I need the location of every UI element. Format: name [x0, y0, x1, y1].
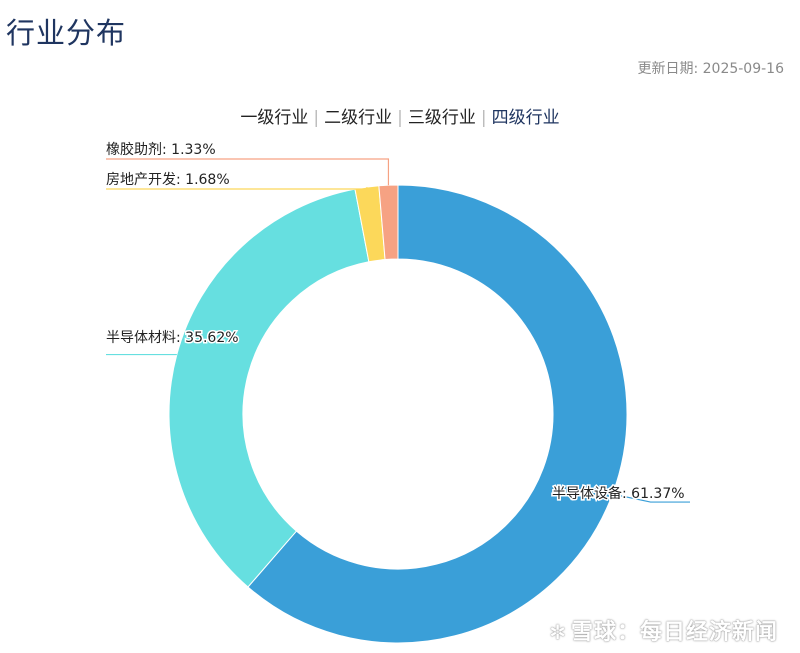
leader-line: [106, 187, 368, 190]
tab-level-3[interactable]: 三级行业: [407, 108, 476, 128]
tab-separator: |: [397, 108, 403, 128]
update-date-row: 更新日期: 2025-09-16: [637, 58, 784, 78]
leader-line: [612, 493, 690, 503]
donut-slice[interactable]: [247, 184, 628, 644]
tab-separator: |: [313, 108, 320, 128]
update-date-label: 更新日期:: [637, 61, 699, 77]
slice-label: 半导体材料: 35.62%: [106, 330, 239, 346]
tab-level-2[interactable]: 二级行业: [324, 108, 393, 128]
slice-label: 半导体设备: 61.37%: [552, 485, 685, 502]
watermark: ✲ 雪球：每日经济新闻: [549, 614, 778, 646]
slice-label: 房地产开发: 1.68%: [106, 172, 230, 188]
donut-slices: [168, 184, 628, 644]
snowball-logo-icon: ✲: [549, 620, 567, 644]
industry-level-tabs: 一级行业 | 二级行业 | 三级行业 | 四级行业: [0, 103, 800, 128]
slice-labels: 半导体设备: 61.37% 半导体材料: 35.62% 房地产开发: 1.68% 橡胶…: [105, 140, 690, 504]
update-date-value: 2025-09-16: [702, 61, 784, 77]
tab-separator: |: [480, 108, 487, 128]
page-title: 行业分布: [6, 16, 127, 50]
slice-label: 橡胶助剂: 1.33%: [106, 141, 216, 158]
tab-level-4[interactable]: 四级行业: [491, 108, 560, 128]
donut-slice[interactable]: [378, 184, 399, 261]
donut-slice[interactable]: [168, 188, 370, 588]
leader-line: [106, 158, 390, 186]
watermark-text: 雪球：每日经济新闻: [570, 620, 778, 645]
tab-level-1[interactable]: 一级行业: [240, 108, 309, 128]
